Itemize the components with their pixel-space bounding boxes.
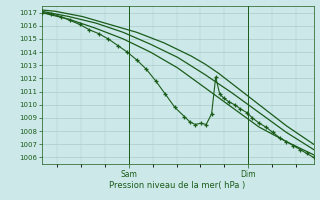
X-axis label: Pression niveau de la mer( hPa ): Pression niveau de la mer( hPa ) (109, 181, 246, 190)
